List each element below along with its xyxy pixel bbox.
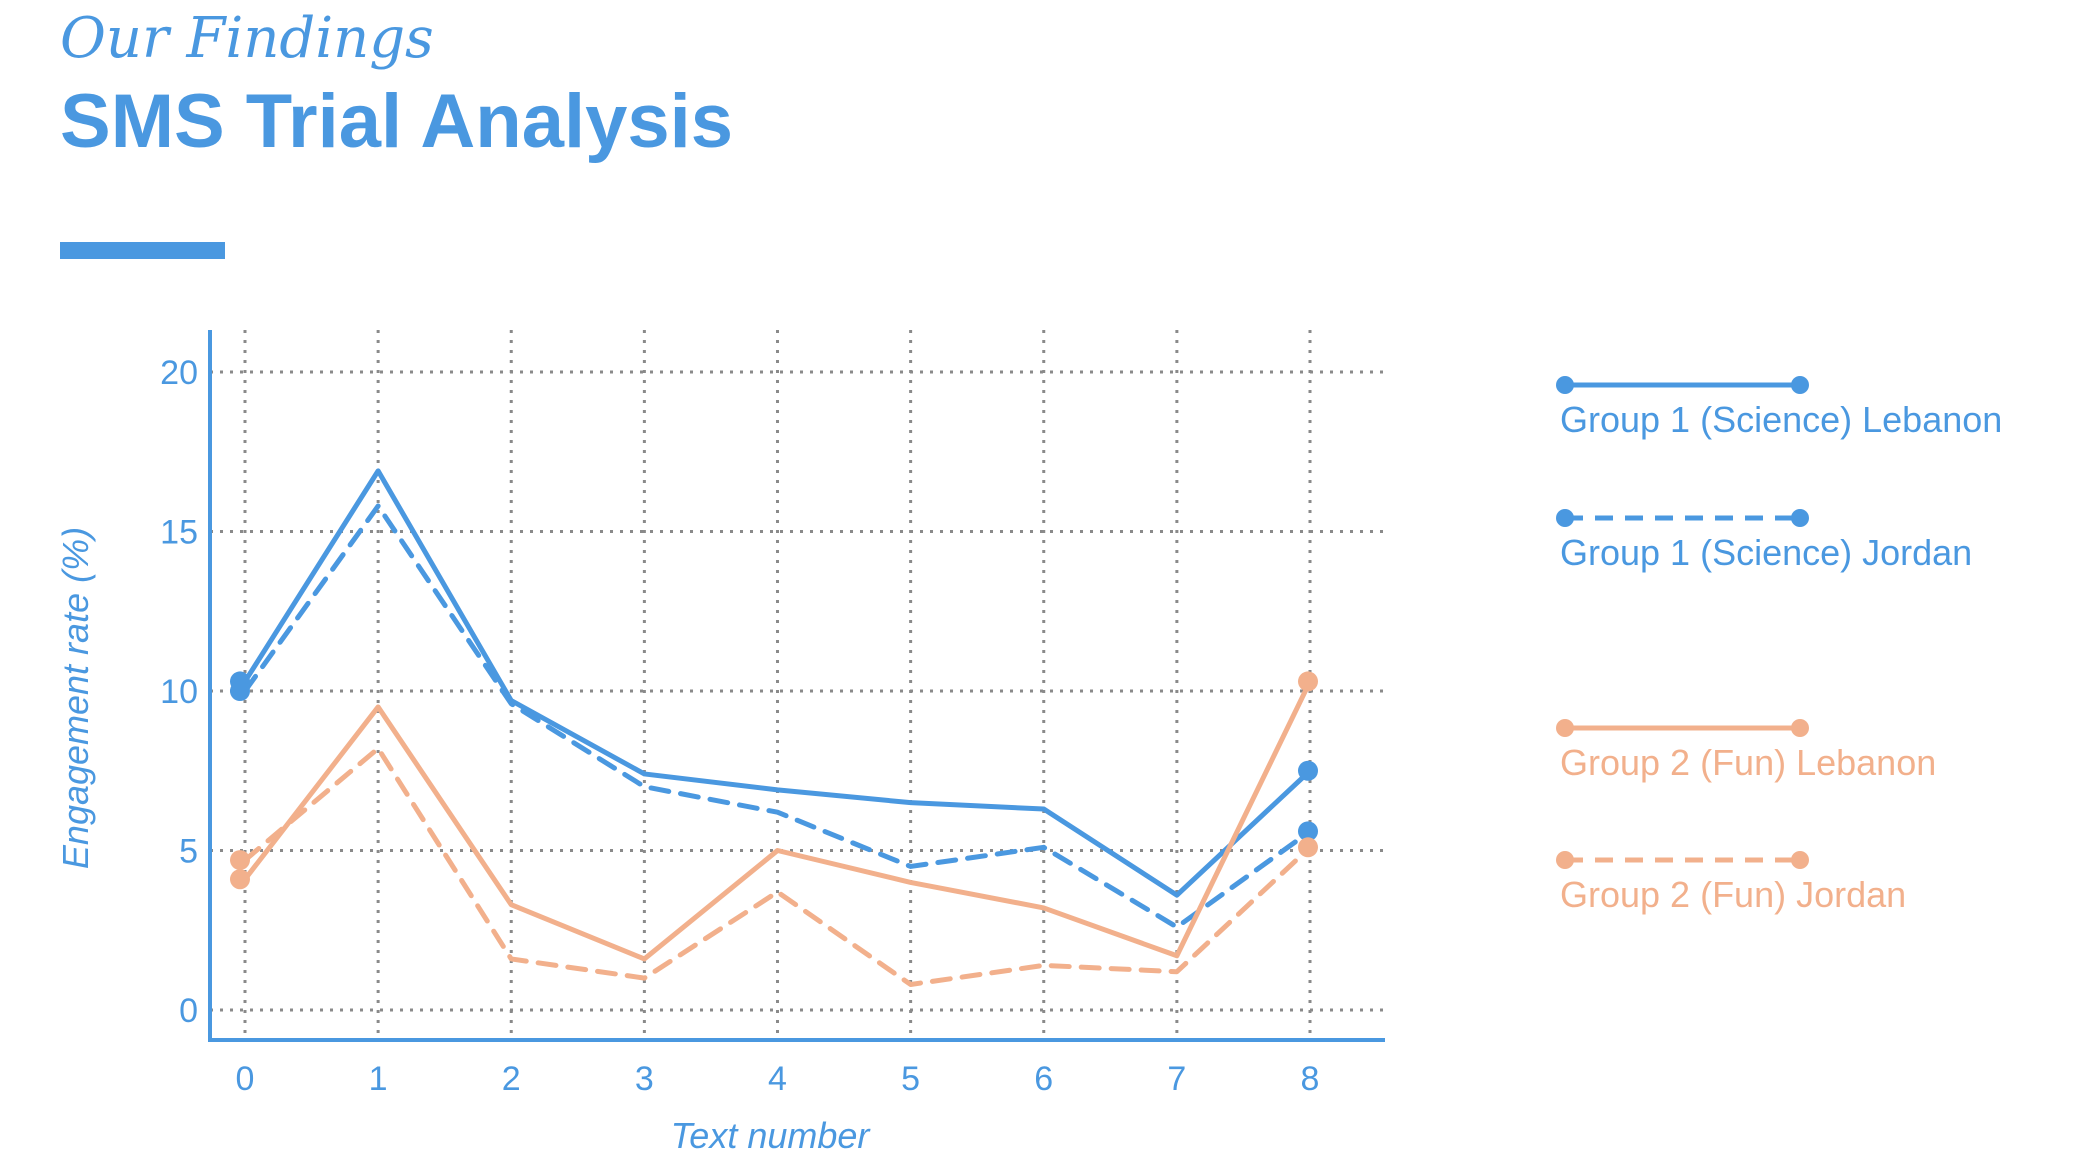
y-tick-label: 5 bbox=[179, 833, 198, 871]
y-tick-label: 0 bbox=[179, 992, 198, 1030]
legend-swatch-dot bbox=[1556, 376, 1574, 394]
x-tick-label: 3 bbox=[635, 1060, 654, 1098]
x-tick-label: 8 bbox=[1301, 1060, 1320, 1098]
legend-label: Group 1 (Science) Lebanon bbox=[1560, 399, 2002, 440]
series-line-group-1-science-lebanon bbox=[242, 468, 1313, 898]
x-tick-label: 4 bbox=[768, 1060, 787, 1098]
y-tick-label: 20 bbox=[160, 354, 198, 392]
x-axis-title: Text number bbox=[671, 1115, 872, 1156]
legend-label: Group 1 (Science) Jordan bbox=[1560, 532, 1972, 573]
x-tick-label: 0 bbox=[236, 1060, 255, 1098]
legend-label: Group 2 (Fun) Lebanon bbox=[1560, 742, 1936, 783]
x-tick-label: 7 bbox=[1167, 1060, 1186, 1098]
legend-swatch-dot bbox=[1556, 851, 1574, 869]
y-axis-title: Engagement rate (%) bbox=[55, 527, 96, 869]
series-point-group-1-science-jordan bbox=[1298, 821, 1318, 842]
x-tick-label: 5 bbox=[901, 1060, 920, 1098]
title-accent-bar bbox=[60, 242, 225, 259]
x-tick-label: 6 bbox=[1034, 1060, 1053, 1098]
legend-label: Group 2 (Fun) Jordan bbox=[1560, 874, 1906, 915]
y-tick-label: 15 bbox=[160, 514, 198, 552]
y-tick-label: 10 bbox=[160, 673, 198, 711]
series-point-group-2-fun-jordan bbox=[230, 850, 250, 871]
section-kicker: Our Findings bbox=[60, 6, 434, 71]
x-tick-label: 2 bbox=[502, 1060, 521, 1098]
series-line-group-2-fun-jordan bbox=[242, 745, 1313, 987]
legend-swatch-dot bbox=[1791, 719, 1809, 737]
series-point-group-1-science-lebanon bbox=[1298, 760, 1318, 781]
page-title: SMS Trial Analysis bbox=[60, 79, 734, 164]
legend-swatch-dot bbox=[1791, 376, 1809, 394]
series-point-group-1-science-jordan bbox=[230, 681, 250, 701]
series-line-group-1-science-jordan bbox=[242, 503, 1313, 930]
legend-swatch-dot bbox=[1791, 851, 1809, 869]
x-tick-label: 1 bbox=[369, 1060, 388, 1098]
series-point-group-2-fun-lebanon bbox=[1298, 671, 1318, 692]
series-point-group-2-fun-jordan bbox=[1298, 837, 1318, 858]
series-point-group-2-fun-lebanon bbox=[230, 869, 250, 890]
series-line-group-2-fun-lebanon bbox=[242, 678, 1313, 962]
legend-swatch-dot bbox=[1791, 509, 1809, 527]
legend-swatch-dot bbox=[1556, 509, 1574, 527]
legend-swatch-dot bbox=[1556, 719, 1574, 737]
